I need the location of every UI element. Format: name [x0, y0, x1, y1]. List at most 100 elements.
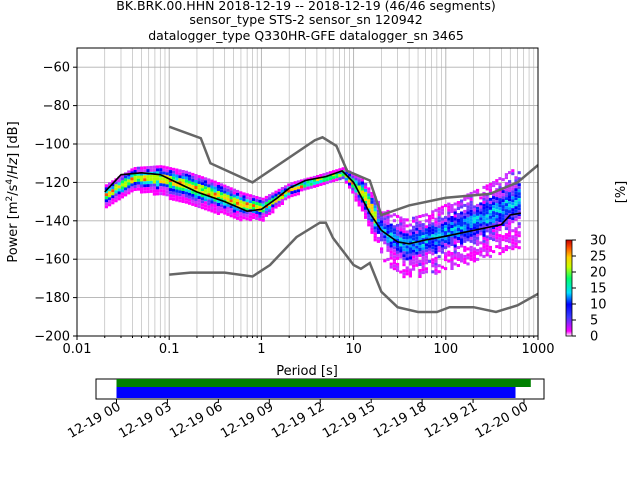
heatmap-cell: [351, 178, 355, 182]
heatmap-cell: [328, 180, 332, 184]
heatmap-cell: [242, 216, 246, 220]
heatmap-cell: [229, 196, 233, 200]
heatmap-cell: [402, 269, 406, 273]
heatmap-cell: [444, 267, 448, 271]
heatmap-cell: [418, 254, 422, 257]
heatmap-cell: [402, 251, 406, 255]
heatmap-cell: [191, 202, 195, 206]
heatmap-cell: [268, 203, 272, 207]
heatmap-cell: [178, 184, 182, 188]
heatmap-cell: [511, 205, 515, 209]
colorbar-tick-label: 10: [590, 298, 607, 313]
heatmap-cell: [504, 176, 508, 180]
heatmap-cell: [460, 217, 464, 221]
heatmap-cell: [168, 182, 172, 186]
heatmap-cell: [482, 200, 486, 204]
heatmap-cell: [421, 259, 425, 263]
heatmap-cell: [421, 238, 425, 242]
heatmap-cell: [380, 226, 384, 230]
heatmap-cell: [421, 235, 425, 239]
heatmap-cell: [476, 188, 480, 192]
heatmap-cell: [498, 204, 502, 208]
heatmap-cell: [431, 252, 435, 256]
heatmap-cell: [178, 190, 182, 194]
heatmap-cell: [159, 171, 163, 175]
heatmap-cell: [437, 216, 441, 220]
noise-model-lines: [104, 125, 538, 314]
heatmap-cell: [466, 256, 470, 260]
heatmap-cell: [415, 224, 419, 228]
heatmap-cell: [476, 212, 480, 216]
heatmap-cell: [389, 244, 393, 248]
heatmap-cell: [431, 231, 435, 235]
heatmap-cell: [444, 246, 448, 250]
heatmap-cell: [412, 249, 416, 253]
heatmap-cell: [335, 175, 339, 179]
heatmap-cell: [232, 194, 236, 198]
heatmap-cell: [127, 173, 131, 177]
heatmap-cell: [146, 178, 150, 182]
x-axis-label: Period [s]: [276, 364, 338, 379]
heatmap-cell: [450, 231, 454, 234]
heatmap-cell: [172, 170, 176, 174]
heatmap-cell: [424, 237, 428, 241]
heatmap-cell: [373, 202, 377, 206]
heatmap-cell: [511, 235, 515, 239]
heatmap-cell: [124, 184, 128, 188]
heatmap-cell: [156, 177, 160, 181]
heatmap-cell: [210, 203, 214, 207]
heatmap-cell: [476, 206, 480, 210]
heatmap-cell: [261, 203, 265, 207]
heatmap-cell: [434, 271, 438, 275]
colorbar-tick-label: 25: [590, 250, 607, 265]
heatmap-cell: [488, 212, 492, 216]
heatmap-cell: [392, 213, 396, 217]
heatmap-cell: [191, 184, 195, 188]
heatmap-cell: [392, 225, 396, 229]
heatmap-cell: [485, 208, 489, 212]
heatmap-cell: [498, 219, 502, 223]
heatmap-cell: [495, 230, 499, 234]
heatmap-cell: [226, 188, 230, 192]
heatmap-cell: [213, 210, 217, 214]
heatmap-cell: [508, 240, 512, 244]
heatmap-cell: [440, 211, 444, 215]
heatmap-cell: [226, 212, 230, 216]
heatmap-cell: [440, 238, 444, 242]
heatmap-cell: [236, 216, 240, 220]
heatmap-cell: [104, 205, 108, 209]
heatmap-cell: [236, 210, 240, 214]
heatmap-cell: [207, 196, 211, 200]
heatmap-cell: [456, 219, 460, 222]
heatmap-cell: [146, 166, 150, 170]
heatmap-cell: [428, 247, 432, 251]
heatmap-cell: [386, 236, 390, 240]
heatmap-cell: [271, 198, 275, 202]
heatmap-cell: [383, 235, 387, 239]
heatmap-cell: [434, 223, 438, 227]
heatmap-cell: [143, 184, 147, 188]
heatmap-cell: [514, 218, 518, 222]
heatmap-cell: [418, 251, 422, 254]
heatmap-cell: [165, 166, 169, 170]
heatmap-cell: [517, 216, 521, 220]
heatmap-cell: [255, 211, 259, 214]
heatmap-cell: [437, 213, 441, 217]
heatmap-cell: [466, 196, 470, 200]
heatmap-cell: [482, 197, 486, 201]
heatmap-cell: [200, 197, 204, 201]
heatmap-cell: [117, 188, 121, 192]
heatmap-cell: [431, 264, 435, 268]
heatmap-cell: [293, 190, 297, 194]
heatmap-cell: [380, 238, 384, 242]
heatmap-cell: [309, 185, 313, 189]
heatmap-cell: [434, 238, 438, 242]
heatmap-cell: [367, 217, 371, 221]
heatmap-cell: [149, 165, 153, 169]
heatmap-cell: [504, 233, 508, 237]
heatmap-cell: [501, 211, 505, 215]
heatmap-cell: [504, 221, 508, 225]
heatmap-cell: [492, 217, 496, 221]
heatmap-cell: [428, 259, 432, 263]
